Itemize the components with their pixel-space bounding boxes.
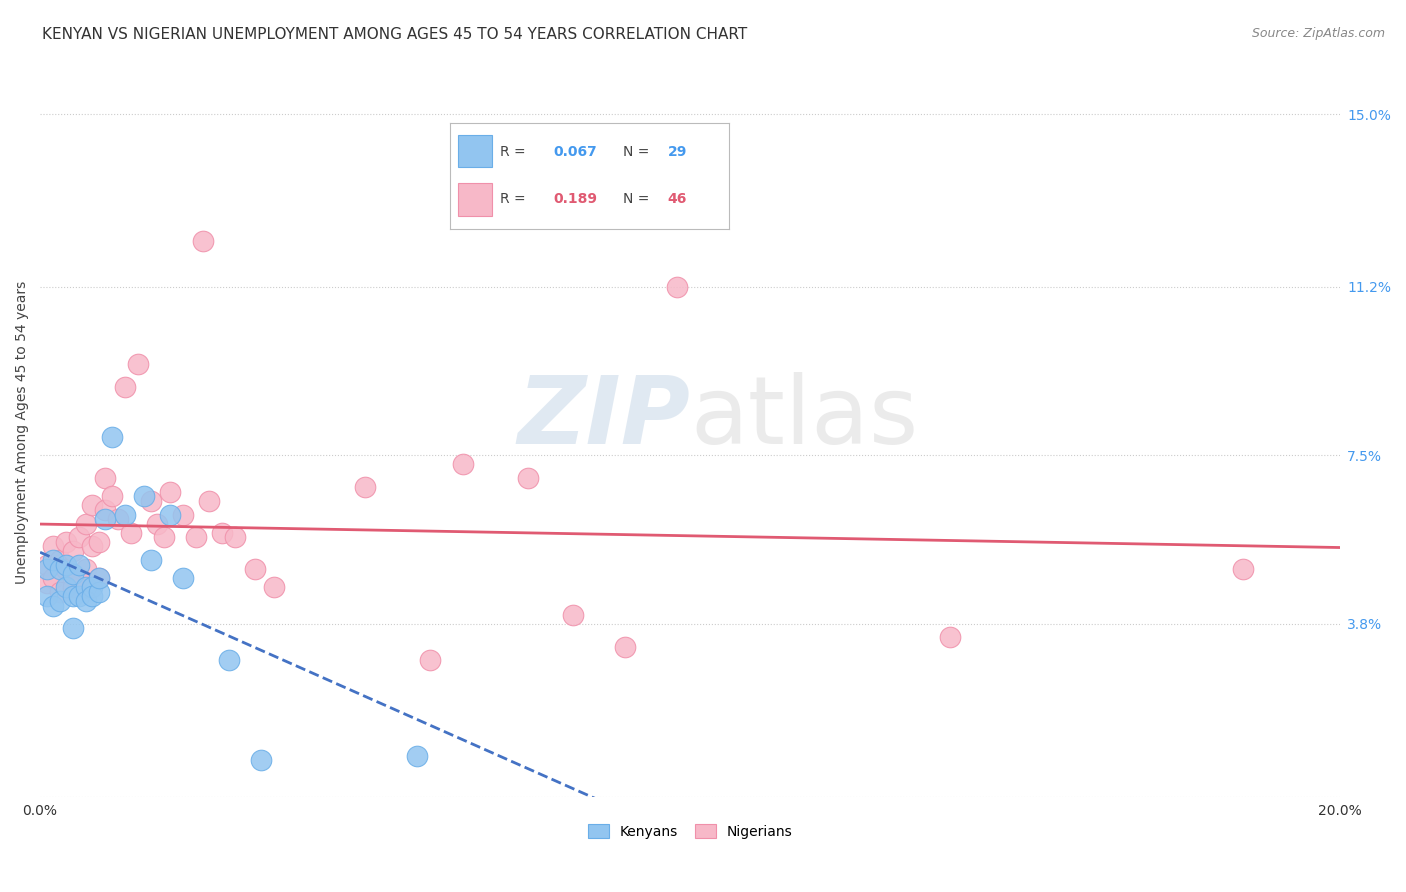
Point [184, 530, 207, 544]
Point [62, 544, 84, 558]
Point [666, 280, 689, 294]
Point [198, 494, 221, 508]
Point [263, 581, 285, 595]
Point [1232, 562, 1254, 576]
Point [159, 508, 181, 522]
Point [87, 585, 110, 599]
Point [127, 357, 149, 371]
Point [100, 489, 122, 503]
Point [224, 530, 246, 544]
Point [75, 594, 97, 608]
Point [82, 540, 104, 554]
Point [67, 558, 90, 572]
Point [516, 471, 538, 485]
Point [62, 581, 84, 595]
Point [42, 571, 65, 585]
Point [75, 516, 97, 531]
Point [94, 471, 117, 485]
Point [75, 562, 97, 576]
Point [35, 590, 58, 604]
Point [94, 503, 117, 517]
Point [55, 581, 77, 595]
Text: ZIP: ZIP [517, 372, 690, 464]
Point [152, 530, 174, 544]
Point [172, 571, 194, 585]
Point [82, 590, 104, 604]
Point [146, 516, 169, 531]
Point [243, 562, 266, 576]
Point [107, 512, 129, 526]
Point [48, 594, 70, 608]
Point [82, 581, 104, 595]
Point [35, 575, 58, 590]
Point [114, 508, 136, 522]
Point [48, 553, 70, 567]
Point [87, 571, 110, 585]
Point [75, 581, 97, 595]
Y-axis label: Unemployment Among Ages 45 to 54 years: Unemployment Among Ages 45 to 54 years [15, 281, 30, 584]
Point [159, 484, 181, 499]
Point [94, 512, 117, 526]
Point [55, 534, 77, 549]
Point [55, 562, 77, 576]
Point [67, 530, 90, 544]
Point [614, 640, 637, 654]
Point [67, 590, 90, 604]
Point [67, 571, 90, 585]
Point [451, 458, 474, 472]
Point [82, 499, 104, 513]
Point [250, 753, 273, 767]
Point [939, 631, 962, 645]
Point [172, 508, 194, 522]
Point [35, 562, 58, 576]
Point [114, 380, 136, 394]
Point [87, 571, 110, 585]
Point [62, 590, 84, 604]
Point [42, 540, 65, 554]
Point [35, 558, 58, 572]
Point [419, 653, 441, 667]
Point [55, 558, 77, 572]
Point [406, 748, 429, 763]
Point [218, 653, 240, 667]
Point [354, 480, 377, 494]
Point [120, 525, 142, 540]
Point [87, 534, 110, 549]
Point [48, 562, 70, 576]
Point [132, 489, 155, 503]
Point [48, 585, 70, 599]
Point [211, 525, 233, 540]
Point [42, 553, 65, 567]
Point [100, 430, 122, 444]
Text: Source: ZipAtlas.com: Source: ZipAtlas.com [1251, 27, 1385, 40]
Legend: Kenyans, Nigerians: Kenyans, Nigerians [582, 819, 799, 845]
Point [42, 599, 65, 613]
Point [562, 607, 585, 622]
Point [191, 235, 214, 249]
Text: KENYAN VS NIGERIAN UNEMPLOYMENT AMONG AGES 45 TO 54 YEARS CORRELATION CHART: KENYAN VS NIGERIAN UNEMPLOYMENT AMONG AG… [42, 27, 748, 42]
Point [139, 494, 162, 508]
Point [139, 553, 162, 567]
Text: atlas: atlas [690, 372, 918, 464]
Point [62, 566, 84, 581]
Point [62, 621, 84, 635]
